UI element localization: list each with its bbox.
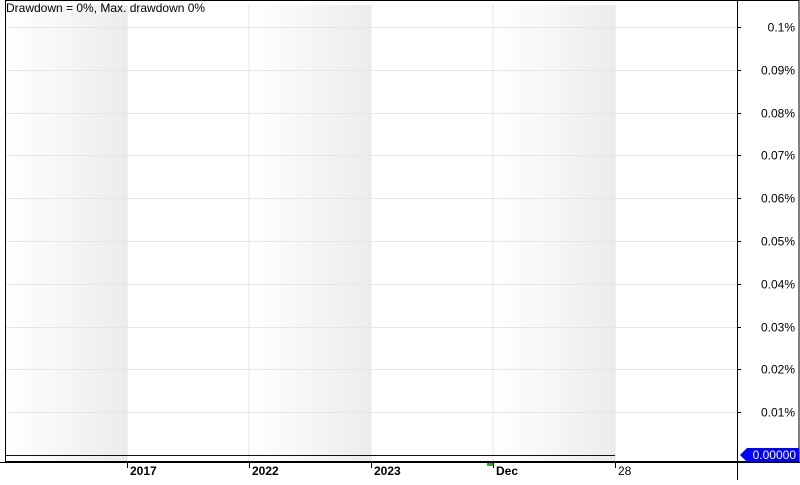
background-band [5,5,127,462]
background-bands [5,5,615,462]
background-band [493,5,615,462]
x-tick-label: 2023 [374,464,401,478]
chart-title: Drawdown = 0%, Max. drawdown 0% [6,1,205,15]
y-tick-label: 0.07% [761,149,795,163]
x-tick-label: 28 [618,464,632,478]
current-value-badge: 0.00000 [740,448,799,462]
tick-labels: 0.1% 0.09% 0.08% 0.07% 0.06% 0.05% 0.04% 0.03% 0… [130,21,799,478]
current-value-pointer [740,448,799,462]
x-tick-label: 2017 [130,464,157,478]
y-tick-label: 0.08% [761,107,795,121]
current-value-label: 0.00000 [753,448,797,462]
x-tick-label: 2022 [252,464,279,478]
y-tick-label: 0.06% [761,192,795,206]
y-tick-label: 0.01% [761,406,795,420]
y-tick-label: 0.05% [761,235,795,249]
x-tick-label: Dec [496,464,518,478]
chart-frame [5,0,800,462]
y-tick-label: 0.03% [761,321,795,335]
background-band [249,5,371,462]
y-tick-label: 0.02% [761,363,795,377]
green-marker [487,463,493,466]
grid-lines [5,5,737,462]
y-tick-label: 0.09% [761,64,795,78]
y-tick-label: 0.04% [761,278,795,292]
y-tick-label: 0.1% [768,21,796,35]
